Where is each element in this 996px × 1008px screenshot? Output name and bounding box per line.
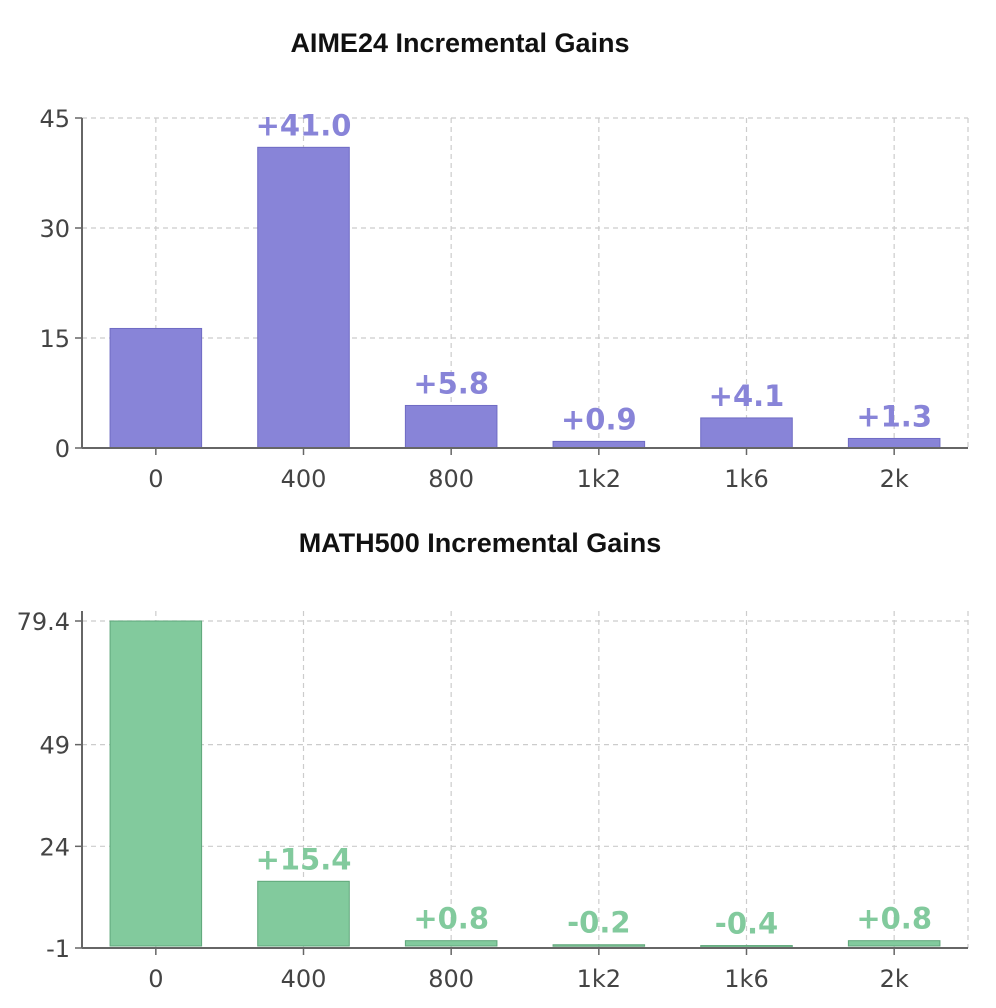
bar-400 (257, 880, 350, 947)
x-tick-label: 800 (428, 465, 474, 493)
y-tick-label: 24 (39, 833, 70, 861)
aime24-panel: AIME24 Incremental Gains 0 15 30 45 0 +41.0 400… (39, 28, 969, 493)
chart-title: MATH500 Incremental Gains (299, 528, 662, 558)
bar-0 (109, 620, 203, 947)
y-tick-label: 45 (39, 105, 70, 133)
y-tick-label: 15 (39, 325, 70, 353)
bar-1k6 (700, 417, 793, 449)
y-tick-label: -1 (46, 935, 70, 963)
data-label: +1.3 (856, 399, 932, 433)
bar-2k (847, 940, 941, 947)
x-tick-label: 1k6 (724, 465, 768, 493)
bar-1k6 (700, 945, 793, 948)
data-label: +15.4 (256, 842, 352, 876)
data-label: +5.8 (413, 366, 489, 400)
x-tick-label: 1k2 (577, 465, 621, 493)
x-tick-label: 1k2 (577, 965, 621, 993)
data-label: +0.8 (856, 902, 932, 936)
x-tick-label: 2k (880, 965, 909, 993)
x-tick-label: 400 (281, 965, 327, 993)
math500-panel: MATH500 Incremental Gains -1 24 49 79.4 0 +15.… (17, 528, 969, 993)
bar-400 (257, 146, 350, 449)
bar-0 (109, 327, 203, 449)
bar-2k (847, 437, 941, 449)
x-tick-label: 2k (880, 465, 909, 493)
data-label: -0.4 (715, 907, 778, 941)
data-label: +0.8 (413, 902, 489, 936)
data-label: +4.1 (709, 379, 785, 413)
x-tick-label: 800 (428, 965, 474, 993)
data-label: +0.9 (561, 402, 637, 436)
y-tick-label: 49 (39, 732, 70, 760)
x-tick-label: 0 (148, 965, 163, 993)
x-tick-label: 1k6 (724, 965, 768, 993)
data-label: +41.0 (256, 108, 352, 142)
x-tick-label: 0 (148, 465, 163, 493)
x-tick-label: 400 (281, 465, 327, 493)
bar-1k2 (552, 944, 646, 947)
y-tick-label: 79.4 (17, 608, 70, 636)
chart-title: AIME24 Incremental Gains (290, 28, 629, 58)
data-label: -0.2 (567, 906, 630, 940)
bar-800 (404, 404, 498, 449)
y-tick-label: 0 (55, 435, 70, 463)
y-tick-label: 30 (39, 215, 70, 243)
bar-800 (404, 940, 498, 947)
